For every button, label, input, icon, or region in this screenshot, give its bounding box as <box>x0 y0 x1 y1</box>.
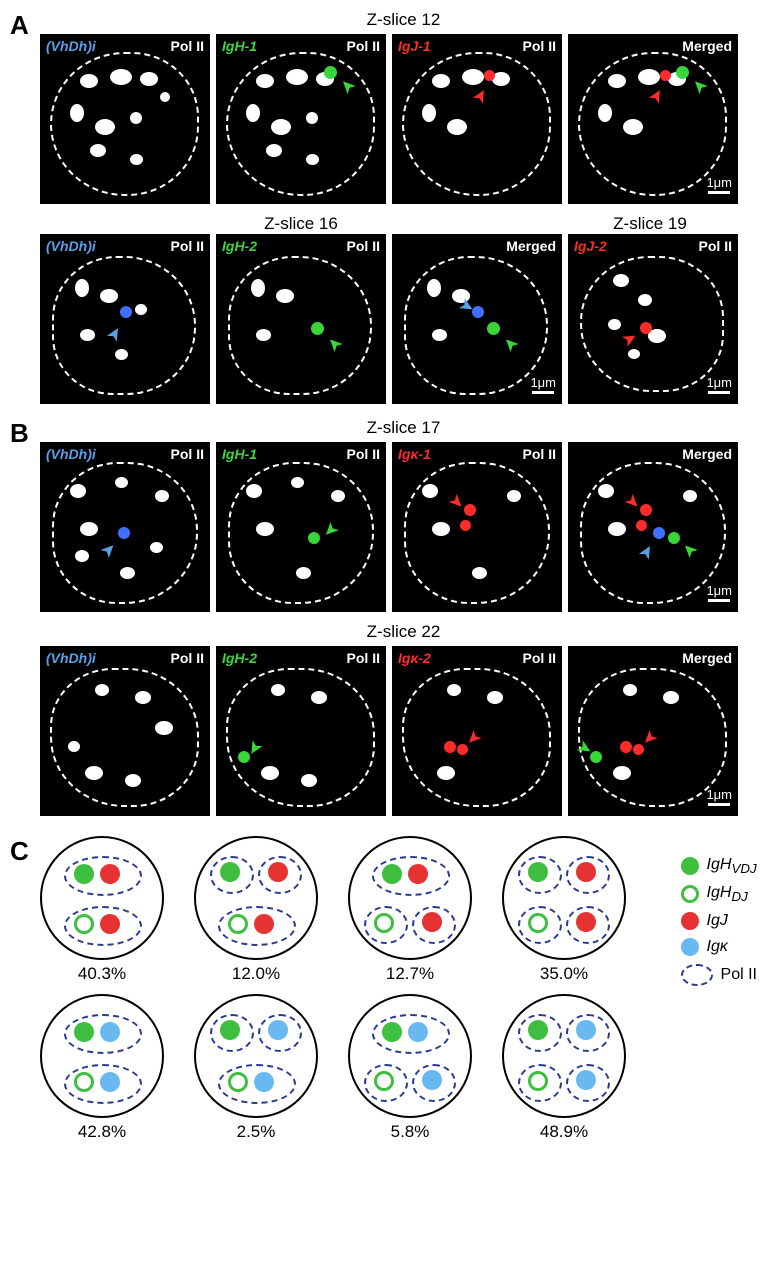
channel-label: IgH-1 <box>222 38 257 54</box>
percentage: 40.3% <box>78 964 126 984</box>
percentage: 12.7% <box>386 964 434 984</box>
zslice19-header: Z-slice 19 <box>562 214 738 234</box>
panel-a-row1: (VhDh)i Pol II ➤ IgH-1 Pol II <box>40 34 767 204</box>
panel-b-row2-header: Z-slice 22 <box>40 622 767 642</box>
scale-bar <box>532 391 554 394</box>
percentage: 5.8% <box>391 1122 430 1142</box>
scale-bar <box>708 191 730 194</box>
legend-item: IgHVDJ <box>681 856 757 876</box>
panel-a-label: A <box>10 10 29 41</box>
legend-item: Igκ <box>681 938 757 956</box>
panel-b-row1-header: Z-slice 17 <box>40 418 767 438</box>
polii-label: Pol II <box>171 650 204 666</box>
legend-dot-icon <box>681 912 699 930</box>
legend-item: Pol II <box>681 964 757 986</box>
microscopy-image: ➤ IgH-1 Pol II <box>216 442 386 612</box>
panel-c-label: C <box>10 836 29 867</box>
panel-b: B Z-slice 17 ➤ (VhDh)i Pol II ➤ IgH <box>10 418 767 816</box>
merged-label: Merged <box>682 38 732 54</box>
channel-label: (VhDh)i <box>46 38 96 54</box>
channel-label: (VhDh)i <box>46 446 96 462</box>
panel-a-row1-header: Z-slice 12 <box>40 10 767 30</box>
diagram-cell: 35.0% <box>502 836 626 984</box>
microscopy-image: ➤ Igκ-2 Pol II <box>392 646 562 816</box>
legend-dot-icon <box>681 938 699 956</box>
microscopy-image: ➤ ➤ Merged 1μm <box>568 646 738 816</box>
percentage: 35.0% <box>540 964 588 984</box>
channel-label: Igκ-1 <box>398 446 431 462</box>
polii-label: Pol II <box>523 446 556 462</box>
panel-c-row2: 42.8% 2.5% 5.8 <box>40 994 767 1142</box>
scale-label: 1μm <box>706 175 732 190</box>
percentage: 2.5% <box>237 1122 276 1142</box>
diagram-cell: 12.7% <box>348 836 472 984</box>
scale-label: 1μm <box>530 375 556 390</box>
polii-label: Pol II <box>347 446 380 462</box>
channel-label: (VhDh)i <box>46 650 96 666</box>
polii-label: Pol II <box>347 650 380 666</box>
panel-b-row1: ➤ (VhDh)i Pol II ➤ IgH-1 Pol II ➤ Igκ-1 <box>40 442 767 612</box>
legend-item: IgJ <box>681 912 757 930</box>
microscopy-image: ➤ (VhDh)i Pol II <box>40 442 210 612</box>
microscopy-image: ➤ IgH-2 Pol II <box>216 646 386 816</box>
legend: IgHVDJ IgHDJ IgJ Igκ Pol II <box>681 856 757 994</box>
channel-label: (VhDh)i <box>46 238 96 254</box>
zslice16-header: Z-slice 16 <box>40 214 562 234</box>
scale-bar <box>708 803 730 806</box>
polii-label: Pol II <box>347 238 380 254</box>
microscopy-image: ➤ IgJ-2 Pol II 1μm <box>568 234 738 404</box>
scale-label: 1μm <box>706 787 732 802</box>
microscopy-image: (VhDh)i Pol II <box>40 34 210 204</box>
microscopy-image: ➤ Igκ-1 Pol II <box>392 442 562 612</box>
polii-label: Pol II <box>171 238 204 254</box>
microscopy-image: ➤ ➤ ➤ Merged 1μm <box>568 442 738 612</box>
channel-label: IgJ-2 <box>574 238 607 254</box>
channel-label: IgJ-1 <box>398 38 431 54</box>
panel-a-row2: ➤ (VhDh)i Pol II ➤ IgH-2 Pol II ➤ ➤ Merg… <box>40 234 767 404</box>
legend-dash-icon <box>681 964 713 986</box>
microscopy-image: (VhDh)i Pol II <box>40 646 210 816</box>
panel-b-label: B <box>10 418 29 449</box>
polii-label: Pol II <box>171 38 204 54</box>
scale-label: 1μm <box>706 583 732 598</box>
polii-label: Pol II <box>171 446 204 462</box>
scale-bar <box>708 599 730 602</box>
scale-bar <box>708 391 730 394</box>
microscopy-image: ➤ ➤ Merged 1μm <box>568 34 738 204</box>
percentage: 12.0% <box>232 964 280 984</box>
diagram-cell: 42.8% <box>40 994 164 1142</box>
diagram-cell: 40.3% <box>40 836 164 984</box>
microscopy-image: ➤ ➤ Merged 1μm <box>392 234 562 404</box>
panel-c: C 40.3% 12.0 <box>10 836 767 1142</box>
diagram-cell: 48.9% <box>502 994 626 1142</box>
merged-label: Merged <box>506 238 556 254</box>
panel-a: A Z-slice 12 (VhDh)i Pol II <box>10 10 767 404</box>
channel-label: IgH-2 <box>222 238 257 254</box>
microscopy-image: ➤ IgJ-1 Pol II <box>392 34 562 204</box>
percentage: 48.9% <box>540 1122 588 1142</box>
scale-label: 1μm <box>706 375 732 390</box>
polii-label: Pol II <box>699 238 732 254</box>
legend-item: IgHDJ <box>681 884 757 904</box>
microscopy-image: ➤ IgH-1 Pol II <box>216 34 386 204</box>
channel-label: IgH-2 <box>222 650 257 666</box>
panel-a-row2-headers: Z-slice 16 Z-slice 19 <box>40 214 767 234</box>
legend-dot-icon <box>681 857 699 875</box>
channel-label: Igκ-2 <box>398 650 431 666</box>
merged-label: Merged <box>682 650 732 666</box>
polii-label: Pol II <box>523 650 556 666</box>
microscopy-image: ➤ (VhDh)i Pol II <box>40 234 210 404</box>
polii-label: Pol II <box>523 38 556 54</box>
diagram-cell: 5.8% <box>348 994 472 1142</box>
panel-b-row2: (VhDh)i Pol II ➤ IgH-2 Pol II ➤ Igκ-2 Po… <box>40 646 767 816</box>
channel-label: IgH-1 <box>222 446 257 462</box>
merged-label: Merged <box>682 446 732 462</box>
percentage: 42.8% <box>78 1122 126 1142</box>
microscopy-image: ➤ IgH-2 Pol II <box>216 234 386 404</box>
polii-label: Pol II <box>347 38 380 54</box>
legend-dot-icon <box>681 885 699 903</box>
diagram-cell: 2.5% <box>194 994 318 1142</box>
diagram-cell: 12.0% <box>194 836 318 984</box>
panel-c-row1: 40.3% 12.0% <box>40 836 767 984</box>
